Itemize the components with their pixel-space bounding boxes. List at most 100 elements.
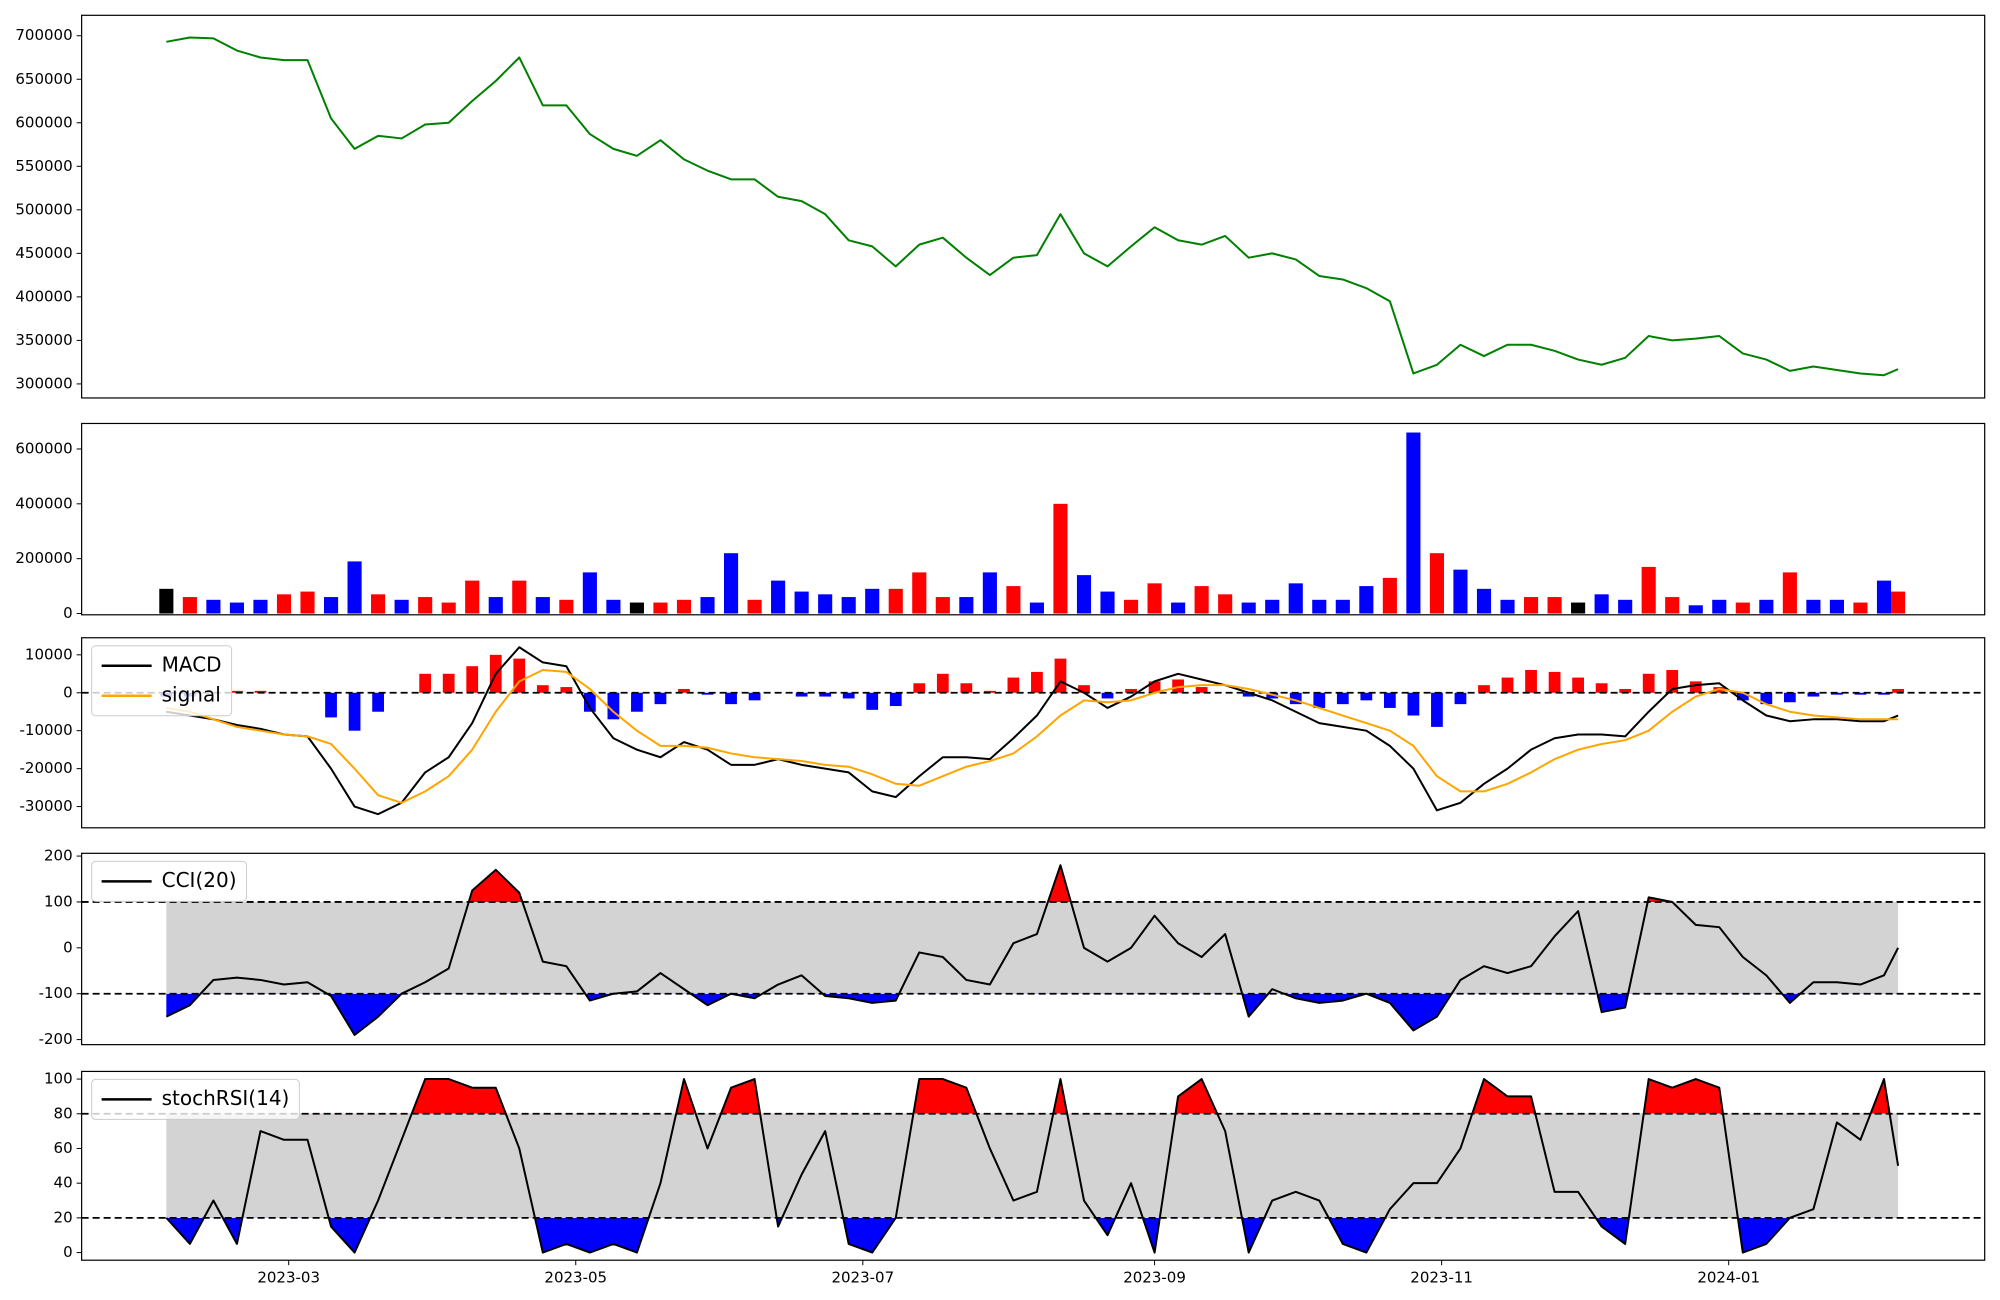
histogram-bar bbox=[1642, 673, 1655, 693]
volume-bar bbox=[159, 588, 174, 614]
histogram-bar bbox=[372, 692, 384, 712]
histogram-bar bbox=[1854, 692, 1867, 695]
plot-area bbox=[159, 432, 1906, 614]
volume-bar bbox=[629, 602, 644, 614]
volume-bar bbox=[1547, 597, 1562, 614]
legend: CCI(20) bbox=[91, 860, 248, 902]
volume-bar bbox=[1829, 599, 1844, 614]
y-tick-label: -100 bbox=[39, 984, 73, 1002]
x-tick-label: 2023-05 bbox=[544, 1269, 607, 1287]
volume-bar bbox=[1359, 586, 1374, 614]
y-tick-label: -20000 bbox=[19, 759, 72, 777]
histogram-bar bbox=[1407, 692, 1420, 716]
histogram-bar bbox=[1148, 681, 1161, 693]
volume-bar bbox=[1053, 503, 1068, 614]
volume-bar bbox=[1806, 599, 1821, 614]
histogram-bar bbox=[1831, 692, 1843, 695]
plot-area bbox=[81, 1078, 1985, 1254]
histogram-bar bbox=[960, 683, 973, 693]
histogram-bar bbox=[1525, 669, 1537, 693]
histogram-bar bbox=[1078, 685, 1090, 693]
y-tick-label: 500000 bbox=[15, 200, 72, 218]
volume-bar bbox=[1429, 553, 1444, 614]
histogram-bar bbox=[1242, 692, 1255, 697]
x-tick-label: 2023-11 bbox=[1410, 1269, 1473, 1287]
y-tick-label: -10000 bbox=[19, 721, 72, 739]
volume-bar bbox=[1382, 577, 1397, 614]
volume-bar bbox=[1076, 575, 1092, 614]
series-line bbox=[165, 864, 1899, 1037]
volume-bar bbox=[1171, 602, 1186, 614]
volume-bar bbox=[300, 591, 315, 614]
volume-bar bbox=[1006, 586, 1021, 614]
volume-bar bbox=[771, 580, 786, 614]
histogram-bar bbox=[254, 690, 267, 693]
series-line bbox=[165, 1078, 1900, 1254]
histogram-bar bbox=[1548, 671, 1561, 693]
histogram-bar bbox=[1892, 688, 1904, 693]
y-tick-label: 350000 bbox=[15, 331, 72, 349]
histogram-bar bbox=[1336, 692, 1349, 705]
x-tick-label: 2023-09 bbox=[1123, 1269, 1186, 1287]
histogram-bar bbox=[1878, 692, 1890, 695]
volume-bar bbox=[888, 588, 903, 614]
y-tick-label: 0 bbox=[63, 1243, 73, 1261]
y-tick-label: 0 bbox=[63, 683, 73, 701]
volume-bar bbox=[229, 602, 244, 614]
volume-bar bbox=[1476, 588, 1492, 614]
legend: stochRSI(14) bbox=[91, 1078, 300, 1120]
volume-bar bbox=[559, 599, 574, 614]
y-tick-label: 650000 bbox=[15, 70, 72, 88]
y-tick-label: 80 bbox=[54, 1104, 73, 1122]
histogram-bar bbox=[466, 666, 479, 693]
volume-bar bbox=[1782, 572, 1797, 614]
histogram-bar bbox=[536, 685, 549, 693]
histogram-bar bbox=[513, 658, 526, 693]
volume-bar bbox=[700, 597, 715, 614]
histogram-bar bbox=[1125, 688, 1137, 693]
volume-bar bbox=[1759, 599, 1774, 614]
histogram-bar bbox=[231, 690, 243, 693]
volume-bar bbox=[1500, 599, 1515, 614]
volume-bar bbox=[1288, 583, 1303, 614]
histogram-bar bbox=[1595, 683, 1608, 693]
volume-bar bbox=[1735, 602, 1750, 614]
x-tick-label: 2023-03 bbox=[257, 1269, 320, 1287]
volume-bar bbox=[1688, 605, 1703, 614]
histogram-bar bbox=[748, 692, 761, 701]
histogram-bar bbox=[1760, 692, 1773, 705]
histogram-bar bbox=[1478, 685, 1490, 693]
axes-frame bbox=[81, 422, 1986, 616]
volume-bar bbox=[747, 599, 762, 614]
volume-bar bbox=[1594, 594, 1609, 614]
histogram-bar bbox=[1454, 692, 1467, 705]
volume-bar bbox=[1876, 580, 1892, 614]
volume-bar bbox=[582, 572, 597, 614]
volume-bar bbox=[959, 597, 974, 614]
histogram-bar bbox=[1783, 692, 1796, 703]
histogram-bar bbox=[936, 673, 949, 693]
y-tick-label: 300000 bbox=[15, 374, 72, 392]
histogram-bar bbox=[560, 687, 573, 693]
volume-bar bbox=[723, 553, 739, 614]
histogram-bar bbox=[631, 692, 643, 712]
histogram-bar bbox=[1360, 692, 1373, 701]
series-line bbox=[166, 669, 1899, 804]
legend: MACD signal bbox=[91, 645, 233, 717]
histogram-bar bbox=[1431, 692, 1443, 727]
y-tick-label: 400000 bbox=[15, 287, 72, 305]
histogram-bar bbox=[913, 683, 926, 693]
histogram-bar bbox=[654, 692, 667, 705]
histogram-bar bbox=[1101, 692, 1114, 699]
volume-bar bbox=[1241, 602, 1256, 614]
volume-bar bbox=[182, 597, 197, 614]
volume-bar bbox=[982, 572, 997, 614]
y-tick-label: 40 bbox=[54, 1174, 73, 1192]
y-tick-label: 400000 bbox=[15, 494, 72, 512]
histogram-bar bbox=[607, 692, 620, 720]
histogram-bar bbox=[1195, 687, 1208, 693]
histogram-bar bbox=[1619, 688, 1632, 693]
histogram-bar bbox=[983, 690, 996, 693]
volume-bar bbox=[1891, 591, 1906, 614]
